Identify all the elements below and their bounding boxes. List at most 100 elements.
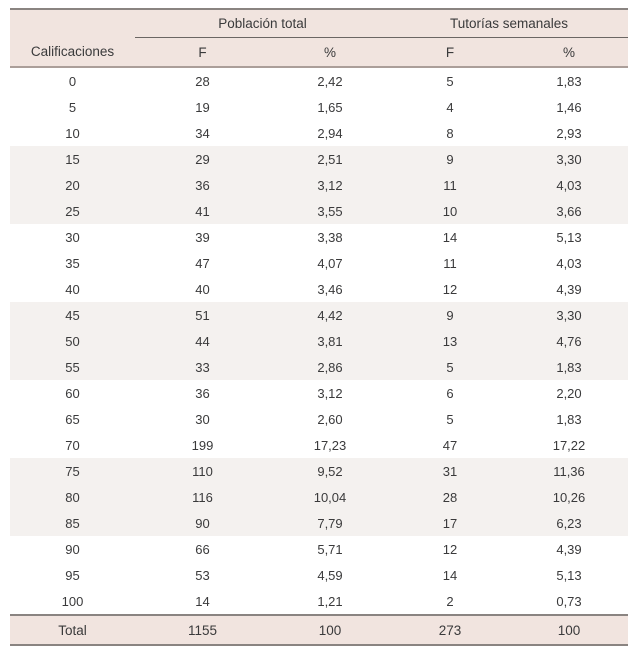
cell: 5,13 <box>556 567 582 583</box>
cell: 6 <box>446 385 454 401</box>
cell: 3,38 <box>317 229 343 245</box>
cell: 199 <box>191 437 214 453</box>
cell: 53 <box>195 567 210 583</box>
cell: 4,39 <box>556 541 582 557</box>
column-header-calificaciones: Calificaciones <box>10 37 135 68</box>
row-label: 5 <box>68 99 77 115</box>
cell: 36 <box>195 385 210 401</box>
cell: 3,12 <box>317 385 343 401</box>
cell: 4 <box>446 99 454 115</box>
row-label: 100 <box>61 593 84 609</box>
cell: 40 <box>195 281 210 297</box>
corner-cell <box>10 9 135 38</box>
column-header-f-poblacion: F <box>135 37 270 68</box>
row-label: 15 <box>10 146 135 172</box>
cell: 14 <box>442 229 458 245</box>
table-row: 100 14 1,21 2 0,73 <box>10 588 628 615</box>
table-row: 0 28 2,42 5 1,83 <box>10 67 628 94</box>
table-row: 90 66 5,71 12 4,39 <box>10 536 628 562</box>
cell: 4,03 <box>556 255 582 271</box>
cell: 1,46 <box>556 99 582 115</box>
cell: 33 <box>135 354 270 380</box>
total-label: Total <box>10 614 135 645</box>
cell: 12 <box>442 281 458 297</box>
row-label: 35 <box>65 255 80 271</box>
cell: 29 <box>135 146 270 172</box>
cell: 5 <box>446 73 454 89</box>
column-header-pct-poblacion: % <box>270 37 390 68</box>
table-row: 60 36 3,12 6 2,20 <box>10 380 628 406</box>
cell: 28 <box>390 484 510 510</box>
table-row: 20 36 3,12 11 4,03 <box>10 172 628 198</box>
cell: 2,94 <box>317 125 343 141</box>
table-row: 15 29 2,51 9 3,30 <box>10 146 628 172</box>
cell: 44 <box>135 328 270 354</box>
cell: 2,60 <box>317 411 343 427</box>
row-label: 55 <box>10 354 135 380</box>
row-label: 0 <box>68 73 77 89</box>
cell: 11 <box>443 255 457 271</box>
table-row: 40 40 3,46 12 4,39 <box>10 276 628 302</box>
table-row: 85 90 7,79 17 6,23 <box>10 510 628 536</box>
total-row: Total 1155 100 273 100 <box>10 614 628 645</box>
cell: 11 <box>390 172 510 198</box>
total-f-poblacion: 1155 <box>135 614 270 645</box>
total-pct-tutorias: 100 <box>510 614 628 645</box>
cell: 90 <box>135 510 270 536</box>
table-row: 55 33 2,86 5 1,83 <box>10 354 628 380</box>
cell: 3,12 <box>270 172 390 198</box>
cell: 47 <box>442 437 458 453</box>
table-row: 95 53 4,59 14 5,13 <box>10 562 628 588</box>
table-row: 30 39 3,38 14 5,13 <box>10 224 628 250</box>
row-label: 50 <box>10 328 135 354</box>
group-header-row: Población total Tutorías semanales <box>10 9 628 38</box>
group-header-tutorias-semanales: Tutorías semanales <box>390 9 628 38</box>
cell: 116 <box>135 484 270 510</box>
cell: 10,26 <box>510 484 628 510</box>
cell: 34 <box>195 125 210 141</box>
column-header-f-tutorias: F <box>390 37 510 68</box>
table-row: 45 51 4,42 9 3,30 <box>10 302 628 328</box>
calificaciones-table: Población total Tutorías semanales Calif… <box>10 8 628 646</box>
row-label: 65 <box>65 411 80 427</box>
cell: 9 <box>390 302 510 328</box>
cell: 19 <box>195 99 210 115</box>
cell: 12 <box>442 541 458 557</box>
cell: 17,22 <box>552 437 586 453</box>
group-header-poblacion-total: Población total <box>135 9 390 38</box>
table-header: Población total Tutorías semanales Calif… <box>10 9 628 68</box>
cell: 13 <box>390 328 510 354</box>
cell: 1,83 <box>556 73 582 89</box>
cell: 4,39 <box>556 281 582 297</box>
cell: 1,83 <box>556 411 582 427</box>
cell: 14 <box>442 567 458 583</box>
cell: 4,42 <box>270 302 390 328</box>
table-row: 25 41 3,55 10 3,66 <box>10 198 628 224</box>
cell: 8 <box>446 125 454 141</box>
cell: 10,04 <box>270 484 390 510</box>
cell: 1,65 <box>317 99 343 115</box>
cell: 9 <box>390 146 510 172</box>
cell: 28 <box>195 73 210 89</box>
cell: 110 <box>135 458 270 484</box>
cell: 2,86 <box>270 354 390 380</box>
column-header-row: Calificaciones F % F % <box>10 37 628 68</box>
cell: 51 <box>135 302 270 328</box>
cell: 5,71 <box>317 541 343 557</box>
cell: 2,51 <box>270 146 390 172</box>
cell: 4,07 <box>317 255 343 271</box>
table-row: 5 19 1,65 4 1,46 <box>10 94 628 120</box>
cell: 31 <box>390 458 510 484</box>
cell: 2,93 <box>556 125 582 141</box>
row-label: 75 <box>10 458 135 484</box>
cell: 66 <box>195 541 210 557</box>
cell: 36 <box>135 172 270 198</box>
row-label: 25 <box>10 198 135 224</box>
row-label: 90 <box>65 541 80 557</box>
cell: 11,36 <box>510 458 628 484</box>
cell: 14 <box>195 593 210 609</box>
cell: 0,73 <box>556 593 582 609</box>
row-label: 40 <box>65 281 80 297</box>
cell: 4,59 <box>317 567 343 583</box>
total-pct-poblacion: 100 <box>270 614 390 645</box>
